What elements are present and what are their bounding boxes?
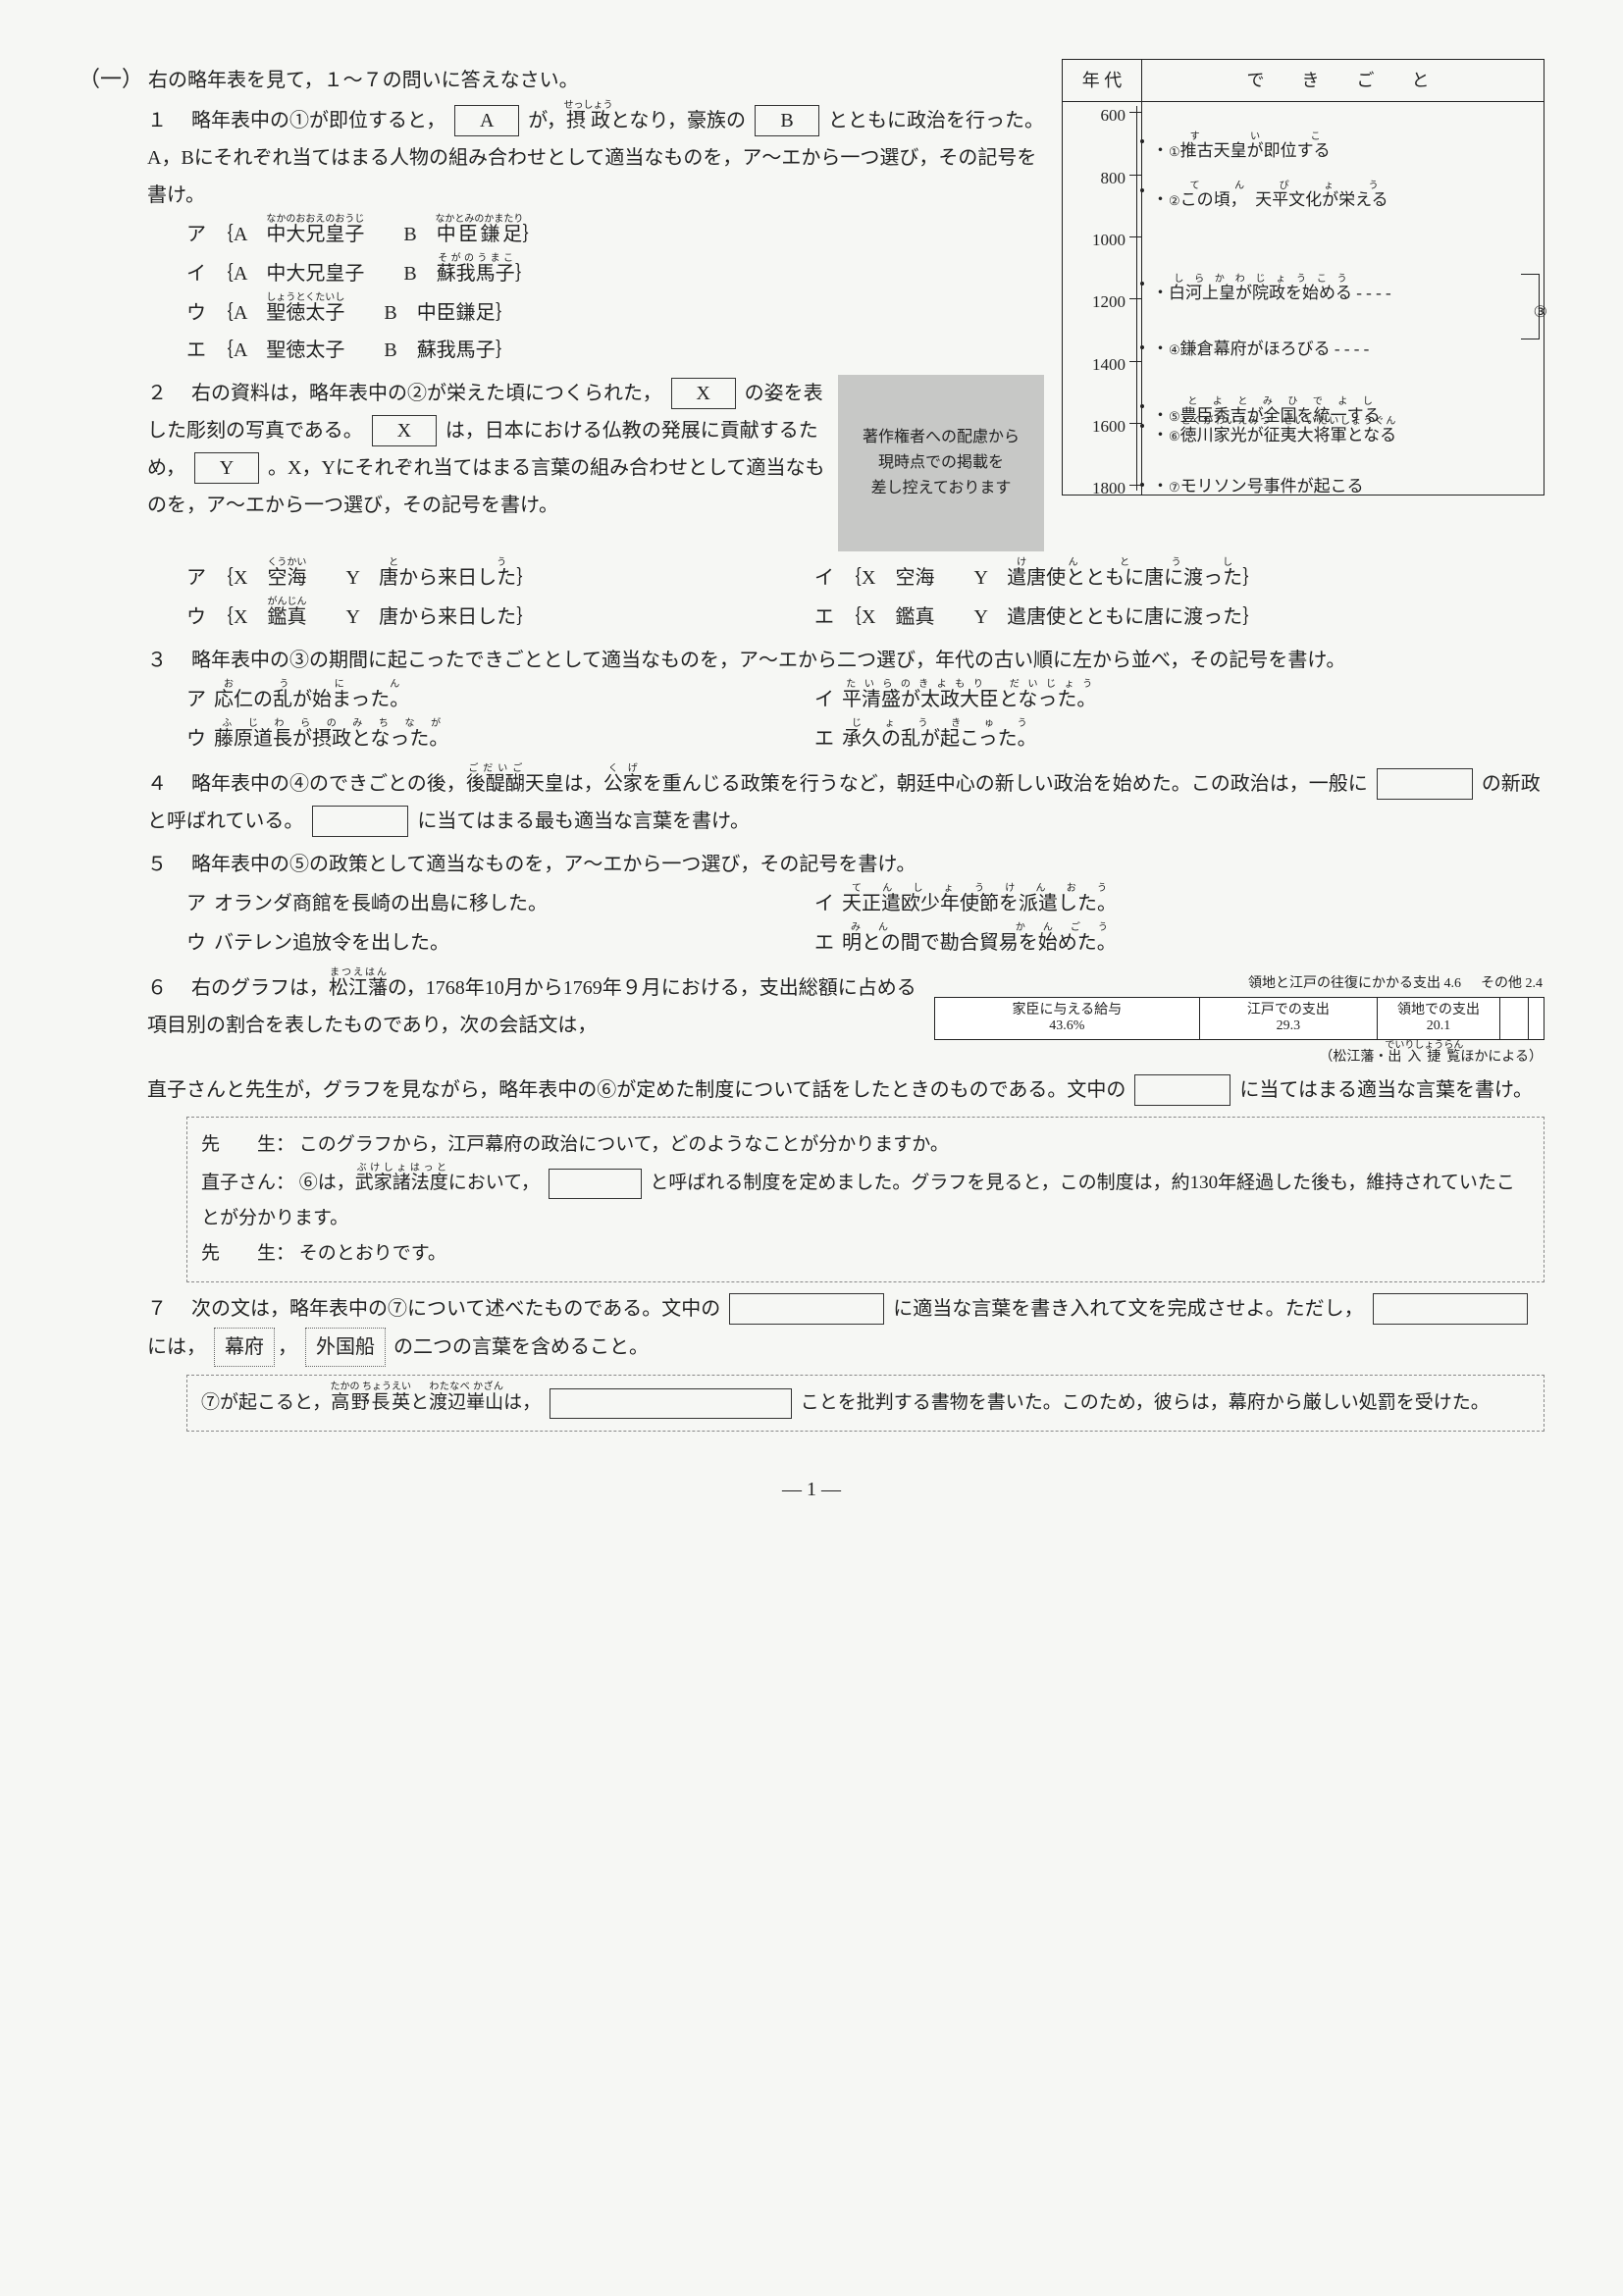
q1-blank-b: B (755, 105, 819, 136)
q7-text-d: の二つの言葉を含めること。 (393, 1336, 649, 1358)
q1-text-b: が，摂政せっしょうとなり，豪族の (528, 110, 746, 131)
timeline-event: ・②この頃， 天平文化が栄えるてんぴょう (1152, 181, 1538, 212)
q1-choice: ウ｛A 聖徳太子しょうとくたいし B 中臣鎌足｝ (186, 292, 1044, 332)
bar-top-label-2: その他 2.4 (1481, 971, 1543, 998)
timeline-event: ・⑥徳川家光が征夷大将軍となるとくがわいえみつ せいいたいしょうぐん (1152, 416, 1538, 447)
q2-choice-row: ウ｛X 鑑真がんじん Y 唐から来日した｝エ｛X 鑑真 Y 遣唐使とともに唐に渡… (186, 597, 1544, 636)
q3-num: ３ (147, 650, 167, 671)
q6-num: ６ (147, 977, 167, 999)
q6-blank (1134, 1074, 1230, 1106)
q4-blank-1 (1377, 768, 1473, 800)
q4-num: ４ (147, 773, 167, 795)
q3-choice-row: ア応仁の乱が始まった。おうにんイ平清盛が太政大臣となった。たいらのきよもり だい… (186, 679, 1544, 718)
q2-choice-row: ア｛X 空海くうかい Y 唐から来日したとう｝イ｛X 空海 Y 遣唐使とともに唐… (186, 557, 1544, 597)
q5-choice-row: アオランダ商館を長崎の出島に移した。イ天正遣欧少年使節を派遣した。てんしょうけん… (186, 883, 1544, 922)
timeline-year: 1800 (1092, 473, 1126, 504)
dlg-sp2: 直子さん： (201, 1173, 294, 1193)
dlg-sp3: 先 生： (201, 1243, 294, 1264)
dlg-l2a: ⑥は，武家諸法度ぶけしょはっとにおいて， (299, 1173, 540, 1193)
q2-text-a: 右の資料は，略年表中の②が栄えた頃につくられた， (191, 383, 662, 404)
q2-blank-y: Y (194, 452, 259, 484)
q5-text: 略年表中の⑤の政策として適当なものを，ア～エから一つ選び，その記号を書け。 (191, 854, 916, 875)
timeline-event: ・④鎌倉幕府がほろびる - - - - (1152, 338, 1538, 361)
dlg-blank (549, 1169, 642, 1199)
bar-chart-source: （松江藩・出入捷覧でいりしょうらんほかによる） (934, 1040, 1543, 1071)
q3-text: 略年表中の③の期間に起こったできごととして適当なものを，ア～エから二つ選び，年代… (191, 650, 1345, 671)
q1-text-a: 略年表中の①が即位すると， (191, 110, 445, 131)
q7-panel: ⑦が起こると，高野長英たかの ちょうえいと渡辺崋山わたなべ かざんは， ことを批… (186, 1375, 1544, 1432)
image-placeholder: 著作権者への配慮から 現時点での掲載を 差し控えております (838, 375, 1044, 551)
timeline-event: ・①推古天皇が即位するすいこ (1152, 131, 1538, 163)
q6-text-cont: 直子さんと先生が，グラフを見ながら，略年表中の⑥が定めた制度について話をしたとき… (147, 1079, 1126, 1101)
timeline-header-event: で き ご と (1142, 60, 1544, 101)
q7-num: ７ (147, 1298, 167, 1320)
q4-text-c: に当てはまる最も適当な言葉を書け。 (417, 810, 750, 832)
q7-text-b: に適当な言葉を書き入れて文を完成させよ。ただし， (893, 1298, 1363, 1320)
timeline-year: 600 (1101, 100, 1126, 131)
bar-chart: 領地と江戸の往復にかかる支出 4.6 その他 2.4 家臣に与える給与43.6%… (934, 971, 1544, 1071)
q7-kw2: 外国船 (305, 1328, 386, 1367)
q7-kw1: 幕府 (214, 1328, 275, 1367)
timeline-year: 1600 (1092, 411, 1126, 443)
q2-blank-x1: X (671, 378, 736, 409)
q1-choice: エ｛A 聖徳太子 B 蘇我馬子｝ (186, 332, 1044, 369)
q5-choice-row: ウバテレン追放令を出した。エ明との間で勘合貿易を始めた。みん かんごう (186, 922, 1544, 962)
q4-blank-2 (312, 806, 408, 837)
bar-segment (1529, 998, 1544, 1039)
q6-text-b: に当てはまる適当な言葉を書け。 (1239, 1079, 1533, 1101)
q7-text-a: 次の文は，略年表中の⑦について述べたものである。文中の (191, 1298, 720, 1320)
bar-segment: 領地での支出20.1 (1378, 998, 1500, 1039)
bar-segment: 家臣に与える給与43.6% (935, 998, 1200, 1039)
q7-blank-1 (729, 1293, 884, 1325)
q1-blank-a: A (454, 105, 519, 136)
bar-segment: 江戸での支出29.3 (1200, 998, 1379, 1039)
timeline-header-year: 年 代 (1063, 60, 1142, 101)
timeline-year: 1400 (1092, 349, 1126, 381)
timeline-event: ・⑦モリソン号事件が起こる (1152, 475, 1538, 498)
q1-num: １ (147, 110, 167, 131)
dlg-sp1: 先 生： (201, 1134, 294, 1155)
timeline-year: 800 (1101, 163, 1126, 194)
bar-segment (1500, 998, 1529, 1039)
bar-top-label-1: 領地と江戸の往復にかかる支出 4.6 (1248, 971, 1461, 998)
q7-blank-2 (1373, 1293, 1528, 1325)
q7-text-c: には， (147, 1336, 206, 1358)
timeline-year: 1000 (1092, 225, 1126, 256)
q2-num: ２ (147, 383, 167, 404)
intro-text: 右の略年表を見て，１～７の問いに答えなさい。 (148, 70, 579, 91)
dlg-l3: そのとおりです。 (299, 1243, 446, 1264)
q6-dialogue-panel: 先 生： このグラフから，江戸幕府の政治について，どのようなことが分かりますか。… (186, 1117, 1544, 1282)
q7-panel-a: ⑦が起こると，高野長英たかの ちょうえいと渡辺崋山わたなべ かざんは， (201, 1392, 541, 1413)
q7-panel-blank (550, 1388, 792, 1419)
q1-choice: ア｛A 中大兄皇子なかのおおえのおうじ B 中臣鎌足なかとみのかまたり｝ (186, 214, 1044, 253)
q2-blank-x2: X (372, 415, 437, 446)
section-number: （一） (79, 67, 143, 91)
page-number: — 1 — (79, 1471, 1544, 1508)
timeline-year: 1200 (1092, 287, 1126, 318)
timeline-table: 年 代 で き ご と 60080010001200140016001800 ③… (1062, 59, 1544, 496)
q6-text: 右のグラフは，松江藩まつえはんの，1768年10月から1769年９月における，支… (147, 977, 916, 1036)
q4-text: 略年表中の④のできごとの後，後醍醐ごだいご天皇は，公家くげを重んじる政策を行うな… (191, 773, 1368, 795)
timeline-event: ・白河上皇が院政を始めるしらかわじょうこう - - - - (1152, 274, 1538, 305)
q7-panel-b: ことを批判する書物を書いた。このため，彼らは，幕府から厳しい処罰を受けた。 (801, 1392, 1490, 1413)
dlg-l1: このグラフから，江戸幕府の政治について，どのようなことが分かりますか。 (299, 1134, 949, 1155)
q1-choice: イ｛A 中大兄皇子 B 蘇我馬子そがのうまこ｝ (186, 253, 1044, 292)
q3-choice-row: ウ藤原道長が摂政となった。ふじわらのみちながエ承久の乱が起こった。じょうきゅう (186, 718, 1544, 757)
q5-num: ５ (147, 854, 167, 875)
